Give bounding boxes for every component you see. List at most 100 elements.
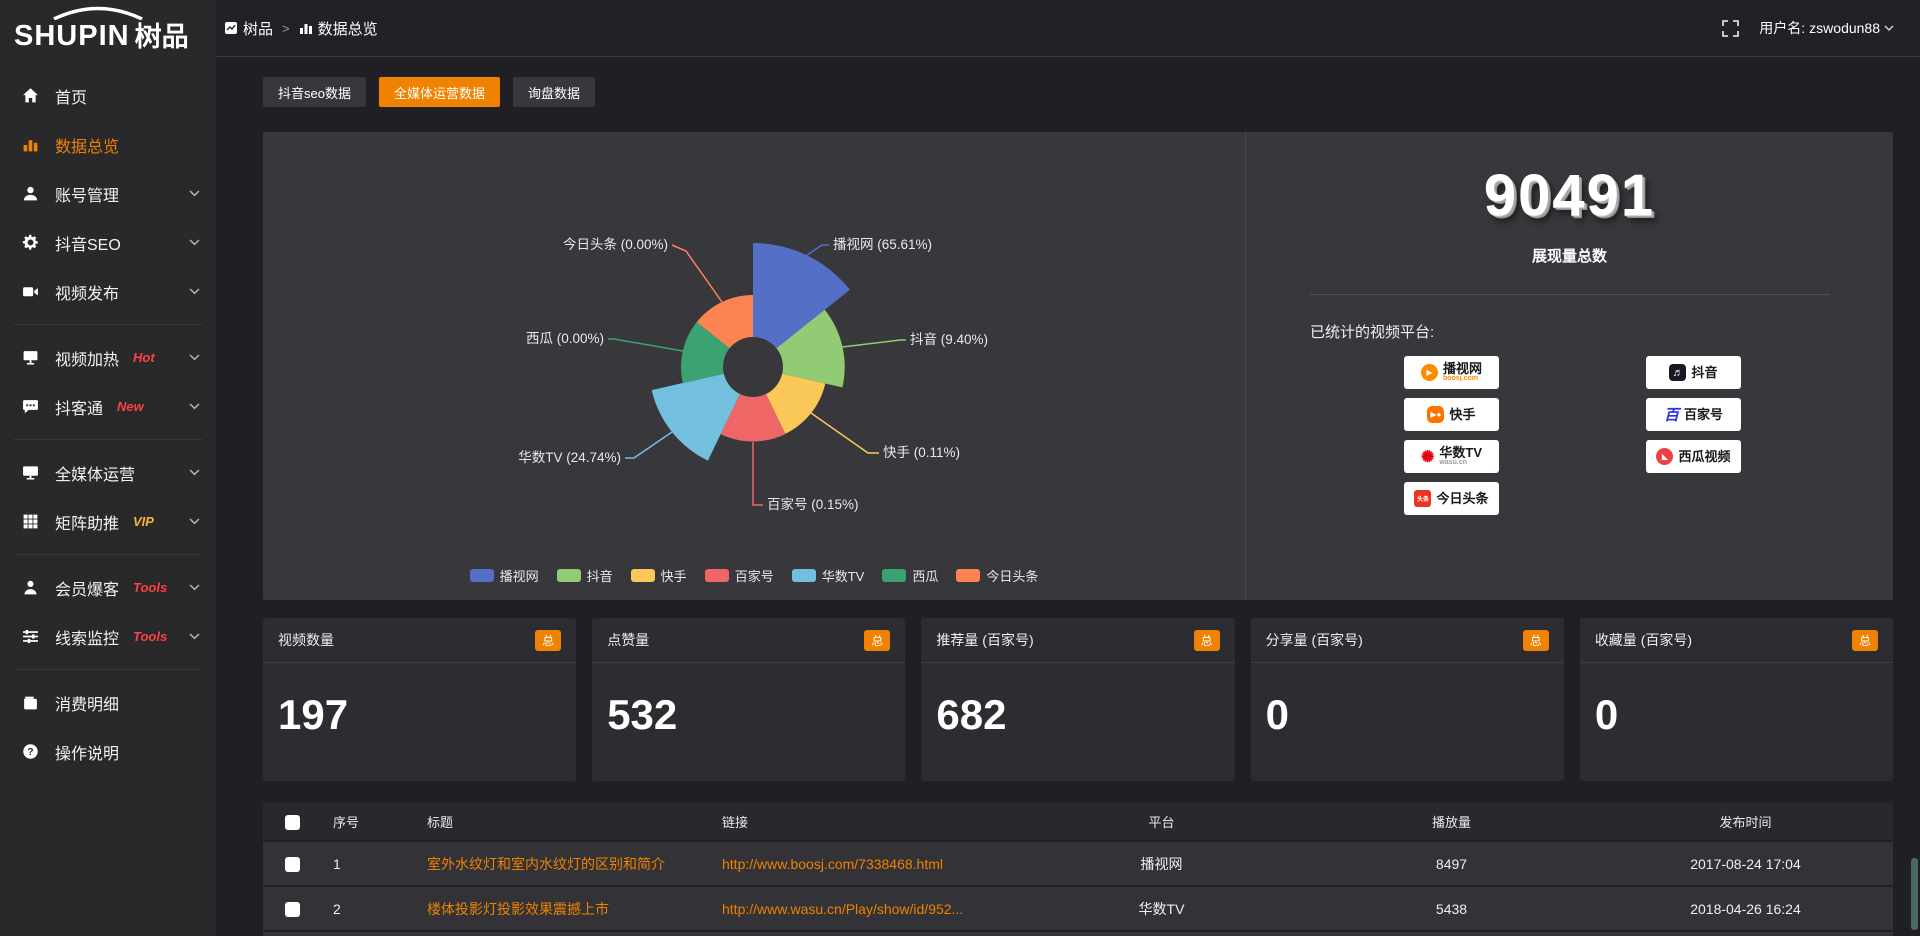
platform-name: 抖音 xyxy=(1691,364,1718,380)
table-header-checkbox[interactable] xyxy=(284,814,300,830)
breadcrumb: 树品 > 数据总览 xyxy=(224,18,378,39)
pie-slice-label: 今日头条 (0.00%) xyxy=(563,236,668,252)
fullscreen-icon[interactable] xyxy=(1722,19,1740,37)
pie-slice-7[interactable] xyxy=(696,295,753,349)
question-icon: ? xyxy=(22,743,39,760)
legend-item-5[interactable]: 华数TV xyxy=(791,566,864,585)
stat-card-label: 点赞量 xyxy=(607,632,650,648)
pie-slice-3[interactable] xyxy=(766,373,826,434)
page-scrollbar-thumb[interactable] xyxy=(1911,858,1918,930)
sidebar-item-douketong[interactable]: 抖客通 New xyxy=(0,382,216,431)
douyin-note-icon: ♬ xyxy=(1669,364,1687,381)
svg-text:?: ? xyxy=(27,747,33,758)
table-row: 1 室外水纹灯和室内水纹灯的区别和简介 http://www.boosj.com/7… xyxy=(263,841,1893,886)
overview-panel: 播视网 (65.61%) 抖音 (9.40%) 快手 (0.11%) 百家号 (0.1… xyxy=(263,132,1893,600)
sidebar-item-douyin-seo[interactable]: 抖音SEO xyxy=(0,218,216,267)
legend-item-3[interactable]: 快手 xyxy=(630,566,687,585)
cell-title-link[interactable]: 楼体投影灯投影效果震撼上市 xyxy=(427,900,609,917)
user-menu[interactable]: 用户名: zswodun88 xyxy=(1759,18,1894,38)
stat-card-2: 点赞量 总 532 xyxy=(592,618,906,781)
sidebar-item-consumption-detail[interactable]: 消费明细 xyxy=(0,678,216,727)
sidebar-item-label: 视频加热 xyxy=(55,351,120,369)
pie-slice-1[interactable] xyxy=(753,243,850,349)
legend-item-2[interactable]: 抖音 xyxy=(556,566,613,585)
chevron-down-icon xyxy=(189,403,200,410)
sliders-icon xyxy=(22,628,39,645)
cell-url-link[interactable]: http://www.boosj.com/7338468.html xyxy=(722,855,944,872)
screen-icon xyxy=(22,349,39,366)
sidebar-divider xyxy=(14,439,202,440)
row-checkbox[interactable] xyxy=(284,856,300,872)
sidebar-item-clue-monitor[interactable]: 线索监控 Tools xyxy=(0,612,216,661)
cell-title-link[interactable]: 室外水纹灯和室内水纹灯的区别和简介 xyxy=(427,855,665,872)
pie-slice-2[interactable] xyxy=(776,309,845,388)
pie-slice-6[interactable] xyxy=(680,322,730,383)
stat-card-value: 197 xyxy=(278,691,349,738)
legend-label: 播视网 xyxy=(499,569,539,584)
sidebar-item-operation-guide[interactable]: ? 操作说明 xyxy=(0,727,216,776)
col-header-no: 序号 xyxy=(333,815,360,830)
total-badge: 总 xyxy=(1852,629,1879,651)
stat-card-header: 视频数量 总 xyxy=(263,618,577,663)
breadcrumb-root[interactable]: 树品 xyxy=(224,18,273,39)
home-icon xyxy=(22,87,39,104)
stat-card-label: 视频数量 xyxy=(278,632,334,648)
sidebar-item-badge: Tools xyxy=(133,629,168,644)
video-table-section: 序号 标题 链接 平台 播放量 发布时间 1 室外水纹灯和室内水纹灯的区别和简介 http:/… xyxy=(263,803,1893,936)
sidebar-item-matrix-boost[interactable]: 矩阵助推 VIP xyxy=(0,497,216,546)
sidebar-divider xyxy=(14,324,202,325)
rose-pie-svg: 播视网 (65.61%) 抖音 (9.40%) 快手 (0.11%) 百家号 (0.1… xyxy=(518,236,988,512)
tab-2-active[interactable]: 全媒体运营数据 xyxy=(378,77,500,107)
stat-card-value: 682 xyxy=(936,691,1007,738)
chevron-down-icon xyxy=(189,633,200,640)
platform-name: 快手 xyxy=(1449,406,1476,422)
platform-badge-2: ♬ 抖音 xyxy=(1646,356,1741,389)
sidebar-item-label: 账号管理 xyxy=(55,187,120,205)
sidebar-item-media-operation[interactable]: 全媒体运营 xyxy=(0,448,216,497)
sidebar-item-video-publish[interactable]: 视频发布 xyxy=(0,267,216,316)
pie-label-leader xyxy=(810,412,879,454)
sidebar-item-data-overview[interactable]: 数据总览 xyxy=(0,120,216,169)
row-checkbox[interactable] xyxy=(284,901,300,917)
sidebar-item-label: 视频发布 xyxy=(55,285,120,303)
username-label: 用户名: xyxy=(1759,20,1806,36)
legend-item-1[interactable]: 播视网 xyxy=(469,566,539,585)
chevron-down-icon xyxy=(189,469,200,476)
cell-url-link[interactable]: http://www.wasu.cn/Play/show/id/952... xyxy=(722,900,964,917)
legend-label: 西瓜 xyxy=(912,569,939,584)
legend-item-7[interactable]: 今日头条 xyxy=(956,566,1038,585)
sidebar-item-video-heat[interactable]: 视频加热 Hot xyxy=(0,333,216,382)
sidebar-item-account-manage[interactable]: 账号管理 xyxy=(0,169,216,218)
pie-slice-label: 抖音 (9.40%) xyxy=(910,331,988,347)
bar-chart-icon xyxy=(299,24,312,34)
sidebar-item-member-baoke[interactable]: 会员爆客 Tools xyxy=(0,563,216,612)
platform-name: 百家号 xyxy=(1684,406,1724,422)
sidebar-item-home[interactable]: 首页 xyxy=(0,71,216,120)
logo-arc-decoration xyxy=(53,6,143,20)
pie-label-leader xyxy=(625,431,673,459)
impressions-total-label: 展现量总数 xyxy=(1531,248,1607,265)
cell-platform: 华数TV xyxy=(1138,900,1185,917)
pie-slice-4[interactable] xyxy=(720,394,786,442)
pie-slice-5[interactable] xyxy=(651,373,740,461)
pie-label-leader xyxy=(841,339,906,348)
tab-1[interactable]: 抖音seo数据 xyxy=(263,77,366,107)
summary-divider xyxy=(1309,294,1830,295)
legend-item-4[interactable]: 百家号 xyxy=(704,566,774,585)
legend-swatch xyxy=(469,569,494,582)
chevron-down-icon xyxy=(189,239,200,246)
tab-3[interactable]: 询盘数据 xyxy=(512,77,595,107)
cell-no: 2 xyxy=(333,900,341,917)
col-header-platform: 平台 xyxy=(1148,815,1175,830)
topbar: 树品 > 数据总览 用户名: zswodun88 xyxy=(216,0,1920,57)
legend-item-6[interactable]: 西瓜 xyxy=(882,566,938,585)
stat-card-5: 收藏量 (百家号) 总 0 xyxy=(1579,618,1894,781)
sidebar-item-label: 首页 xyxy=(55,89,88,107)
sidebar-item-label: 抖客通 xyxy=(55,400,104,418)
video-camera-icon xyxy=(22,283,39,300)
pie-label-leader xyxy=(671,244,723,303)
sidebar-item-label: 线索监控 xyxy=(55,630,120,648)
stat-card-label: 推荐量 (百家号) xyxy=(936,632,1034,648)
breadcrumb-current[interactable]: 数据总览 xyxy=(299,18,378,39)
bar-chart-icon xyxy=(22,136,39,153)
